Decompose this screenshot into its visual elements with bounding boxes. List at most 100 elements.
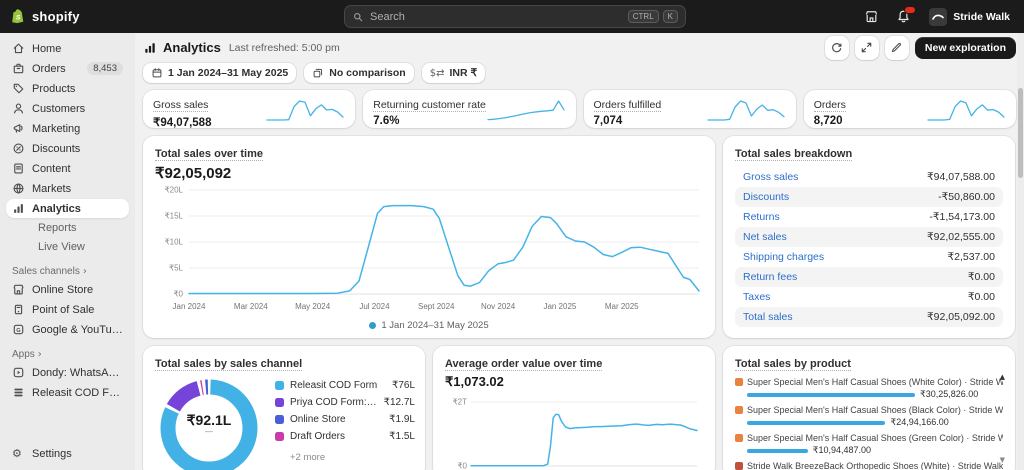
breakdown-title[interactable]: Total sales breakdown xyxy=(735,148,853,161)
metric-sparkline xyxy=(486,100,565,121)
shortcut-ctrl-key: CTRL xyxy=(627,10,659,23)
breakdown-value: -₹1,54,173.00 xyxy=(929,211,995,223)
comparison-label: No comparison xyxy=(329,67,406,79)
sidebar-apps: Dondy: WhatsApp Chat+... Releasit COD For… xyxy=(0,363,135,402)
sidebar-item-settings[interactable]: ⚙ Settings xyxy=(6,444,129,463)
svg-text:Jul 2024: Jul 2024 xyxy=(359,302,390,311)
breakdown-link[interactable]: Net sales xyxy=(743,231,787,243)
metric-sparkline xyxy=(707,100,785,121)
product-label: Super Special Men's Half Casual Shoes (G… xyxy=(747,433,1003,443)
refresh-button[interactable] xyxy=(824,35,849,60)
dondy-app-icon xyxy=(12,366,25,379)
metric-label[interactable]: Orders xyxy=(813,99,846,112)
edit-button[interactable] xyxy=(884,35,909,60)
total-sales-title[interactable]: Total sales over time xyxy=(155,148,264,161)
metric-card: Returning customer rate 7.6% xyxy=(363,90,576,128)
new-exploration-button[interactable]: New exploration xyxy=(914,36,1016,59)
comparison-icon xyxy=(313,68,323,78)
sidebar-item-marketing[interactable]: Marketing xyxy=(6,119,129,138)
channel-label: Online Store xyxy=(290,414,346,425)
sidebar-item-reports[interactable]: Reports xyxy=(6,219,129,237)
breakdown-value: ₹92,05,092.00 xyxy=(927,311,995,323)
total-sales-value: ₹92,05,092 xyxy=(155,165,232,182)
account-menu[interactable]: Stride Walk xyxy=(923,5,1016,29)
channel-value: ₹1.5L xyxy=(389,431,415,442)
currency-picker[interactable]: $⇄ INR ₹ xyxy=(421,63,486,83)
donut-legend-item[interactable]: Online Store ₹1.9L xyxy=(275,414,415,425)
notifications-button[interactable] xyxy=(891,5,917,29)
sidebar-item-analytics[interactable]: Analytics xyxy=(6,199,129,218)
sidebar-item-label: Settings xyxy=(32,447,72,460)
sidebar-item-discounts[interactable]: Discounts xyxy=(6,139,129,158)
sales-breakdown-card: Total sales breakdown Gross sales ₹94,07,… xyxy=(723,136,1015,338)
page-scrollbar[interactable] xyxy=(1017,33,1024,470)
date-range-picker[interactable]: 1 Jan 2024–31 May 2025 xyxy=(143,63,297,83)
calendar-icon xyxy=(152,68,162,78)
metric-sparkline xyxy=(927,100,1005,121)
sidebar-item-releasit[interactable]: Releasit COD Form xyxy=(6,383,129,402)
sidebar-item-label: Online Store xyxy=(32,283,94,296)
aov-value: ₹1,073.02 xyxy=(445,374,504,389)
shopify-logo[interactable]: S shopify xyxy=(10,8,80,25)
search-input[interactable] xyxy=(370,10,624,23)
sales-channels-header[interactable]: Sales channels › xyxy=(12,266,123,277)
currency-label: INR ₹ xyxy=(449,67,478,79)
donut-legend-item[interactable]: Priya COD Form: Made In In... ₹12.7L xyxy=(275,397,415,408)
metric-value: 8,720 xyxy=(813,115,843,127)
sidebar-item-markets[interactable]: Markets xyxy=(6,179,129,198)
fullscreen-button[interactable] xyxy=(854,35,879,60)
sidebar-item-online-store[interactable]: Online Store xyxy=(6,280,129,299)
scroll-down-icon[interactable]: ▼ xyxy=(999,456,1005,464)
aov-title[interactable]: Average order value over time xyxy=(445,358,603,371)
currency-exchange-icon: $⇄ xyxy=(429,67,445,79)
product-value: ₹10,94,487.00 xyxy=(812,445,872,455)
breakdown-row: Net sales ₹92,02,555.00 xyxy=(735,227,1003,247)
donut-legend-item[interactable]: Releasit COD Form ₹76L xyxy=(275,380,415,391)
breakdown-link[interactable]: Return fees xyxy=(743,271,798,283)
apps-header[interactable]: Apps › xyxy=(12,349,123,360)
expand-icon xyxy=(862,42,872,53)
product-row: Stride Walk BreezeBack Orthopedic Shoes … xyxy=(735,461,1003,470)
sales-by-product-card: Total sales by product Super Special Men… xyxy=(723,346,1015,470)
donut-legend-item[interactable]: Draft Orders ₹1.5L xyxy=(275,431,415,442)
sidebar-item-dondy[interactable]: Dondy: WhatsApp Chat+... xyxy=(6,363,129,382)
sidebar-item-live-view[interactable]: Live View xyxy=(6,238,129,256)
sidebar-item-home[interactable]: Home xyxy=(6,39,129,58)
sidebar-nav: Home Orders 8,453 Products Customers Marketin… xyxy=(0,39,135,256)
comparison-picker[interactable]: No comparison xyxy=(304,63,414,83)
analytics-icon xyxy=(143,41,157,55)
sidebar-item-products[interactable]: Products xyxy=(6,79,129,98)
metric-label[interactable]: Orders fulfilled xyxy=(593,99,662,112)
gear-icon: ⚙ xyxy=(12,447,22,460)
scroll-up-icon[interactable]: ▲ xyxy=(999,373,1005,381)
storefront-icon xyxy=(865,11,877,23)
sidebar-item-google-youtube[interactable]: G Google & YouTube xyxy=(6,320,129,339)
breakdown-link[interactable]: Gross sales xyxy=(743,171,799,183)
product-label: Super Special Men's Half Casual Shoes (B… xyxy=(747,405,1003,415)
shopify-bag-icon: S xyxy=(12,9,24,24)
breakdown-link[interactable]: Returns xyxy=(743,211,780,223)
sidebar-item-orders[interactable]: Orders 8,453 xyxy=(6,59,129,78)
metric-label[interactable]: Gross sales xyxy=(153,99,209,112)
channel-title[interactable]: Total sales by sales channel xyxy=(155,358,303,371)
products-title[interactable]: Total sales by product xyxy=(735,358,851,371)
sidebar-item-point-of-sale[interactable]: Point of Sale xyxy=(6,300,129,319)
sidebar-item-label: Analytics xyxy=(32,202,81,215)
channel-more-link[interactable]: +2 more xyxy=(290,452,326,463)
sidebar-item-content[interactable]: Content xyxy=(6,159,129,178)
donut-slice[interactable] xyxy=(160,379,258,470)
scrollbar-thumb[interactable] xyxy=(1018,88,1023,178)
breakdown-link[interactable]: Shipping charges xyxy=(743,251,825,263)
metrics-row: Gross sales ₹94,07,588 Returning customer … xyxy=(143,90,1016,129)
search-bar[interactable]: CTRL K xyxy=(344,5,686,28)
breakdown-value: ₹2,537.00 xyxy=(947,251,995,263)
storefront-button[interactable] xyxy=(859,5,883,29)
breakdown-link[interactable]: Taxes xyxy=(743,291,771,303)
breakdown-link[interactable]: Discounts xyxy=(743,191,790,203)
metric-label[interactable]: Returning customer rate xyxy=(373,99,486,112)
chevron-right-icon: › xyxy=(82,266,87,277)
breakdown-link[interactable]: Total sales xyxy=(743,311,793,323)
sidebar-item-label: Releasit COD Form xyxy=(32,386,123,399)
sidebar-item-customers[interactable]: Customers xyxy=(6,99,129,118)
